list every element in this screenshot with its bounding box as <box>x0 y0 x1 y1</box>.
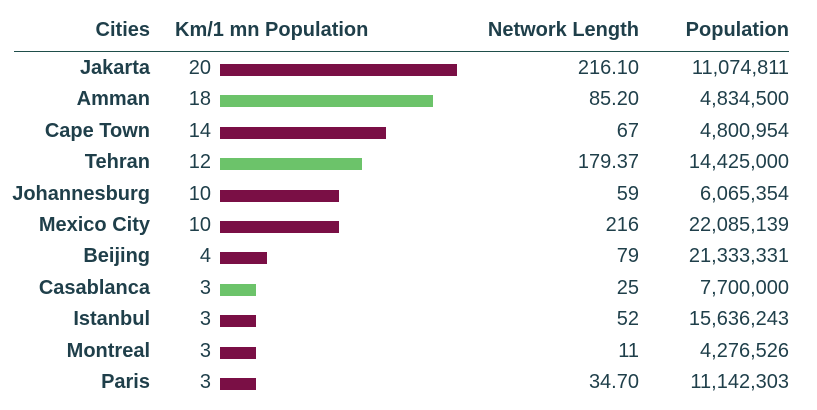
network-length-value: 79 <box>616 245 639 268</box>
table-row: Montreal 3 11 4,276,526 <box>0 337 817 368</box>
population-value: 11,074,811 <box>691 57 789 79</box>
bar-tehran <box>220 158 363 171</box>
bar-amman <box>220 95 434 108</box>
population-value: 6,065,354 <box>700 182 789 205</box>
table-row: Jakarta 20 216.10 11,074,811 <box>0 54 817 85</box>
city-label: Johannesburg <box>12 182 150 205</box>
bar-beijing <box>220 252 268 265</box>
network-length-value: 85.20 <box>588 88 639 111</box>
km-value-label: 14 <box>188 119 211 142</box>
population-value: 7,700,000 <box>700 276 789 299</box>
network-length-value: 52 <box>616 308 639 331</box>
city-label: Montreal <box>66 339 150 362</box>
table-row: Paris 3 34.70 11,142,303 <box>0 368 817 399</box>
city-label: Amman <box>76 88 150 111</box>
bar-johannesburg <box>220 189 339 202</box>
bar-paris <box>220 377 256 390</box>
cities-header: Cities <box>95 19 150 41</box>
population-value: 4,276,526 <box>700 339 789 362</box>
population-value: 14,425,000 <box>688 151 789 174</box>
km-value-label: 10 <box>188 213 211 236</box>
table-row: Cape Town 14 67 4,800,954 <box>0 117 817 148</box>
table-row: Istanbul 3 52 15,636,243 <box>0 305 817 336</box>
km-value-label: 3 <box>199 308 211 331</box>
population-value: 22,085,139 <box>688 213 789 236</box>
km-value-label: 20 <box>188 57 211 79</box>
bar-istanbul <box>220 315 256 328</box>
bar-mexico-city <box>220 220 339 233</box>
network-length-value: 67 <box>616 119 639 142</box>
city-label: Tehran <box>84 151 150 174</box>
km-value-label: 4 <box>199 245 211 268</box>
city-label: Jakarta <box>79 57 150 79</box>
city-label: Beijing <box>83 245 150 268</box>
km-per-million-header: Km/1 mn Population <box>175 19 369 41</box>
network-length-value: 11 <box>618 339 639 362</box>
km-value-label: 3 <box>199 370 211 393</box>
network-length-value: 59 <box>616 182 639 205</box>
table-row: Tehran 12 179.37 14,425,000 <box>0 148 817 179</box>
km-value-label: 10 <box>188 182 211 205</box>
network-length-value: 179.37 <box>577 151 639 174</box>
population-value: 15,636,243 <box>688 308 789 331</box>
table-row: Beijing 4 79 21,333,331 <box>0 242 817 273</box>
network-length-value: 216 <box>605 213 639 236</box>
header-divider <box>14 51 789 52</box>
table-row: Johannesburg 10 59 6,065,354 <box>0 180 817 211</box>
city-label: Paris <box>101 370 150 393</box>
km-value-label: 3 <box>199 339 211 362</box>
network-length-header: Network Length <box>487 19 639 41</box>
table-row: Mexico City 10 216 22,085,139 <box>0 211 817 242</box>
network-length-value: 25 <box>616 276 639 299</box>
table-row: Amman 18 85.20 4,834,500 <box>0 85 817 116</box>
city-label: Istanbul <box>73 308 150 331</box>
bar-casablanca <box>220 283 256 296</box>
bar-montreal <box>220 346 256 359</box>
city-label: Mexico City <box>38 213 150 236</box>
population-value: 11,142,303 <box>690 370 789 393</box>
network-length-value: 34.70 <box>588 370 639 393</box>
km-value-label: 3 <box>199 276 211 299</box>
network-length-value: 216.10 <box>577 57 639 79</box>
population-value: 4,800,954 <box>700 119 789 142</box>
city-label: Casablanca <box>38 276 150 299</box>
population-header: Population <box>685 19 789 41</box>
table-body: Jakarta 20 216.10 11,074,811 Amman 18 85.20 4,8… <box>0 54 817 399</box>
km-value-label: 18 <box>188 88 211 111</box>
km-value-label: 12 <box>188 151 211 174</box>
population-value: 21,333,331 <box>688 245 789 268</box>
bar-cape-town <box>220 126 386 139</box>
city-label: Cape Town <box>44 119 150 142</box>
population-value: 4,834,500 <box>700 88 789 111</box>
bar-jakarta <box>220 64 457 76</box>
table-row: Casablanca 3 25 7,700,000 <box>0 274 817 305</box>
